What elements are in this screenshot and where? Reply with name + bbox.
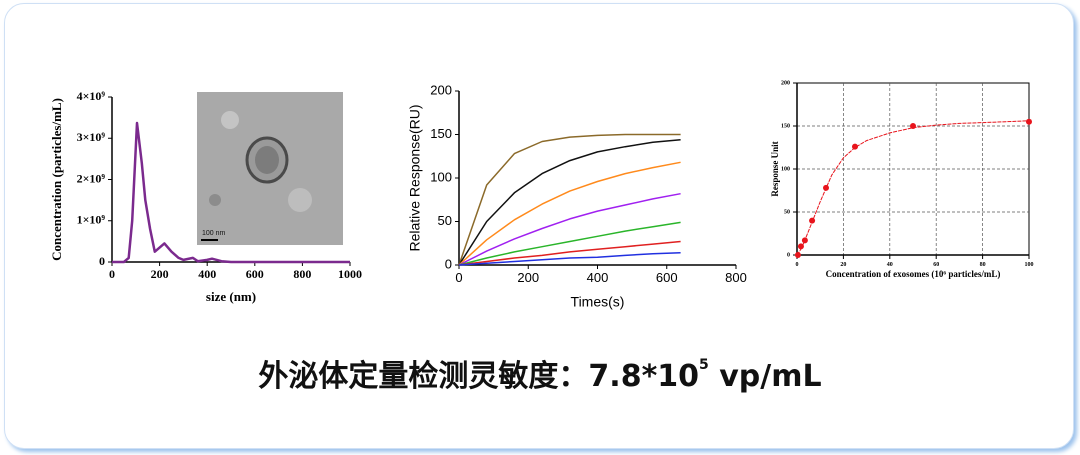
data-point: [794, 252, 801, 258]
y-axis-label: Response Unit: [770, 141, 780, 196]
data-line: [112, 121, 350, 264]
data-line: [458, 133, 681, 266]
y-tick-label: 100: [781, 166, 790, 172]
y-tick-label: 200: [430, 82, 452, 97]
data-point: [1026, 118, 1032, 125]
x-tick-label: 40: [887, 262, 893, 268]
y-tick-label: 50: [438, 213, 452, 228]
caption-suffix: vp/mL: [709, 359, 822, 394]
x-tick-label: 0: [109, 267, 115, 281]
data-point: [801, 237, 808, 244]
x-tick-label: 100: [1025, 262, 1034, 268]
fit-line: [796, 120, 1030, 256]
y-tick-label: 3×10⁹: [77, 130, 106, 144]
y-tick-label: 2×10⁹: [77, 171, 106, 185]
x-axis-label: Concentration of exosomes (10⁶ particles…: [826, 269, 1001, 279]
x-tick-label: 1000: [338, 267, 362, 281]
data-point: [797, 243, 804, 250]
chart: 0 1×10⁹ 2×10⁹ 3×10⁹ 4×10⁹ 0 200 400 600 800 1000 si…: [49, 89, 362, 304]
y-tick-label: 1×10⁹: [77, 213, 106, 227]
x-tick-label: 600: [656, 270, 678, 285]
caption: 外泌体定量检测灵敏度：7.8*105 vp/mL: [258, 357, 821, 394]
card: [4, 3, 1074, 449]
data-point: [823, 184, 829, 191]
data-point: [809, 217, 816, 224]
x-axis-label: size (nm): [206, 289, 256, 304]
x-tick-label: 80: [980, 262, 986, 268]
y-axis-label: Relative Response(RU): [407, 104, 423, 251]
chart: 0 50 100 150 200 0 200 400 600 800 Times(s) Relativ…: [407, 82, 747, 309]
y-tick-label: 0: [787, 252, 790, 258]
y-tick-label: 200: [781, 80, 790, 86]
data-line: [458, 138, 681, 266]
data-line: [458, 161, 681, 266]
inset-blob: [209, 194, 221, 206]
caption-text: 外泌体定量检测灵敏度：7.8*10: [258, 359, 699, 394]
data-line: [458, 240, 681, 266]
data-line: [458, 221, 681, 266]
x-tick-label: 60: [933, 262, 939, 268]
scale-label: 100 nm: [202, 230, 226, 237]
x-tick-label: 800: [725, 270, 747, 285]
x-tick-label: 400: [198, 267, 216, 281]
inset-blob: [221, 111, 239, 129]
x-tick-label: 0: [455, 270, 462, 285]
data-line: [458, 192, 681, 266]
x-tick-label: 600: [246, 267, 264, 281]
data-point: [910, 123, 916, 129]
x-axis-label: Times(s): [571, 294, 625, 310]
data-point: [852, 143, 858, 150]
inset-vesicle-core: [255, 146, 279, 174]
y-tick-label: 4×10⁹: [77, 89, 106, 103]
tem-inset: 100 nm: [197, 92, 343, 245]
caption-sup: 5: [699, 357, 709, 373]
y-tick-label: 0: [99, 254, 105, 268]
x-tick-label: 400: [587, 270, 609, 285]
x-tick-label: 200: [151, 267, 169, 281]
x-tick-label: 200: [517, 270, 539, 285]
y-axis-label: Concentration (particles/mL): [49, 98, 64, 261]
y-tick-label: 150: [781, 123, 790, 129]
inset-blob: [288, 188, 312, 212]
x-tick-label: 800: [293, 267, 311, 281]
y-tick-label: 100: [430, 169, 452, 184]
y-tick-label: 0: [445, 256, 452, 271]
y-tick-label: 150: [430, 126, 452, 141]
x-tick-label: 0: [796, 262, 799, 268]
chart: 0 50 100 150 200 0 20 40 60 80 100 Concentration of…: [770, 80, 1033, 279]
y-tick-label: 50: [784, 209, 790, 215]
data-line: [458, 252, 681, 266]
x-tick-label: 20: [840, 262, 846, 268]
